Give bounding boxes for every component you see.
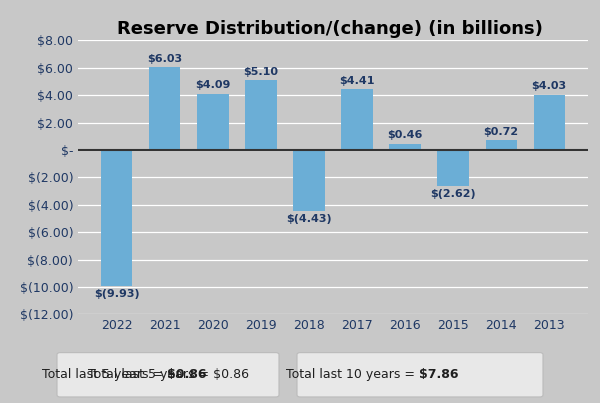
- Text: $(4.43): $(4.43): [286, 214, 332, 224]
- Bar: [149, 67, 181, 150]
- Text: $4.41: $4.41: [339, 76, 375, 86]
- Text: Total last 5 years =: Total last 5 years =: [42, 368, 167, 381]
- Bar: [101, 150, 133, 286]
- Bar: [197, 94, 229, 150]
- Bar: [485, 140, 517, 150]
- Text: $(9.93): $(9.93): [94, 289, 140, 299]
- Text: $0.86: $0.86: [167, 368, 207, 381]
- Text: $6.03: $6.03: [147, 54, 182, 64]
- Text: $0.46: $0.46: [388, 130, 423, 140]
- Bar: [533, 95, 565, 150]
- Text: $5.10: $5.10: [244, 66, 278, 77]
- Bar: [341, 89, 373, 150]
- Text: Total last 10 years =: Total last 10 years =: [286, 368, 419, 381]
- Text: $0.72: $0.72: [484, 127, 519, 137]
- Text: $4.09: $4.09: [195, 81, 230, 90]
- Bar: [293, 150, 325, 211]
- Text: Reserve Distribution/(change) (in billions): Reserve Distribution/(change) (in billio…: [117, 20, 543, 38]
- Bar: [245, 80, 277, 150]
- Text: $7.86: $7.86: [419, 368, 459, 381]
- Text: Total last 5 years = $0.86: Total last 5 years = $0.86: [88, 368, 248, 381]
- Bar: [437, 150, 469, 186]
- Text: $4.03: $4.03: [532, 81, 567, 91]
- Text: $(2.62): $(2.62): [430, 189, 476, 199]
- Bar: [389, 143, 421, 150]
